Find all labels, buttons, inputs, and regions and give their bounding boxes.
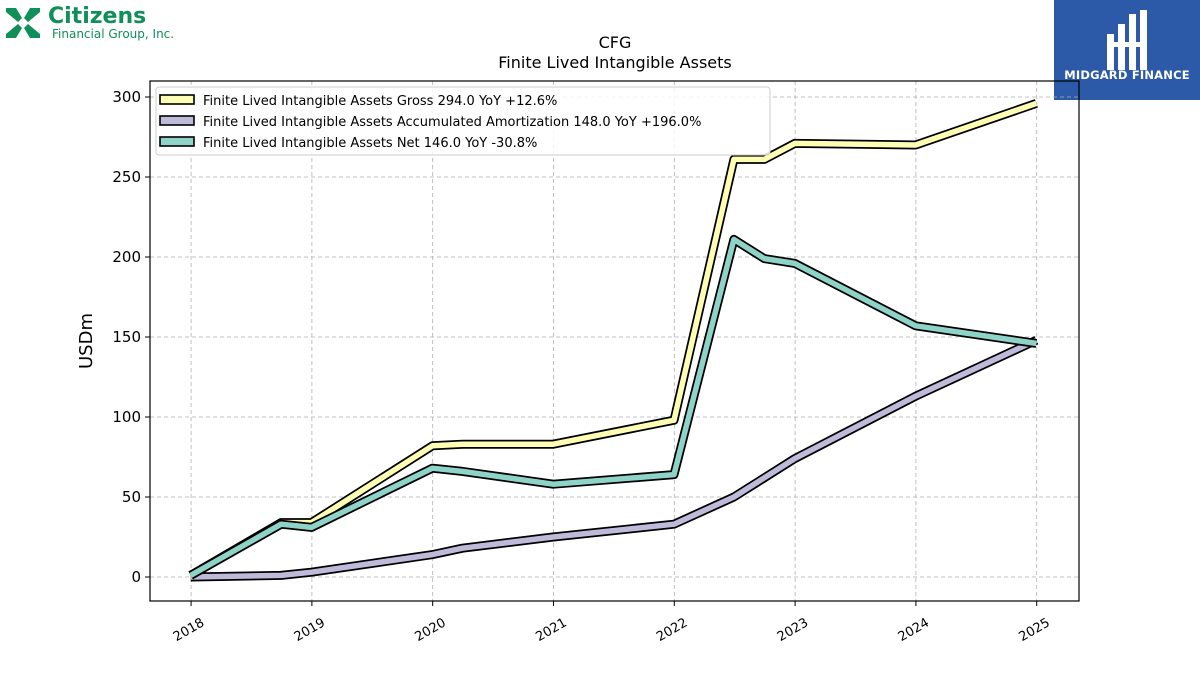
series-line-1 bbox=[190, 337, 1038, 580]
chart-subtitle: Finite Lived Intangible Assets bbox=[498, 53, 731, 72]
series-line-outline-1 bbox=[190, 336, 1039, 582]
x-tick-label: 2021 bbox=[533, 615, 569, 645]
x-tick-label: 2022 bbox=[654, 615, 690, 645]
y-tick-label: 0 bbox=[131, 568, 141, 586]
series-line-2 bbox=[189, 236, 1037, 578]
x-tick-label: 2024 bbox=[896, 615, 932, 645]
plot-frame bbox=[149, 80, 1080, 602]
x-tick-label: 2025 bbox=[1017, 615, 1053, 645]
midgard-logo-name: MIDGARD FINANCE bbox=[1064, 68, 1190, 82]
series-lines bbox=[188, 99, 1039, 582]
citizens-logo-subtitle: Financial Group, Inc. bbox=[52, 27, 175, 41]
legend-swatch bbox=[159, 94, 195, 105]
legend-label: Finite Lived Intangible Assets Gross 294… bbox=[203, 94, 557, 109]
legend-label: Finite Lived Intangible Assets Accumulat… bbox=[203, 115, 701, 130]
citizens-logo-icon bbox=[6, 8, 40, 38]
y-tick-label: 200 bbox=[112, 248, 141, 266]
y-tick-label: 100 bbox=[112, 408, 141, 426]
y-tick-label: 300 bbox=[112, 88, 141, 106]
series-line-outline-0 bbox=[188, 99, 1038, 580]
citizens-logo: Citizens Financial Group, Inc. bbox=[4, 4, 204, 44]
legend: Finite Lived Intangible Assets Gross 294… bbox=[155, 86, 771, 156]
legend-box bbox=[155, 86, 771, 156]
midgard-finance-logo: MIDGARD FINANCE bbox=[1054, 0, 1200, 100]
axis-ticks: 0 50 100 150 200 250 300 2018 2019 2020 2021 2022 20… bbox=[112, 88, 1052, 645]
y-tick-label: 150 bbox=[112, 328, 141, 346]
x-tick-label: 2019 bbox=[292, 615, 328, 645]
citizens-logo-name: Citizens bbox=[48, 4, 147, 29]
y-tick-label: 250 bbox=[112, 168, 141, 186]
series-line-0 bbox=[189, 100, 1038, 578]
y-tick-label: 50 bbox=[122, 488, 141, 506]
x-tick-label: 2023 bbox=[775, 615, 811, 645]
x-tick-label: 2018 bbox=[171, 615, 207, 645]
legend-swatch bbox=[159, 115, 195, 126]
chart-title: CFG bbox=[599, 33, 632, 52]
midgard-logo-icon bbox=[1107, 10, 1147, 70]
legend-label: Finite Lived Intangible Assets Net 146.0… bbox=[203, 136, 537, 151]
x-tick-label: 2020 bbox=[413, 615, 449, 645]
legend-swatch bbox=[159, 136, 195, 147]
y-axis-label: USDm bbox=[76, 313, 97, 369]
